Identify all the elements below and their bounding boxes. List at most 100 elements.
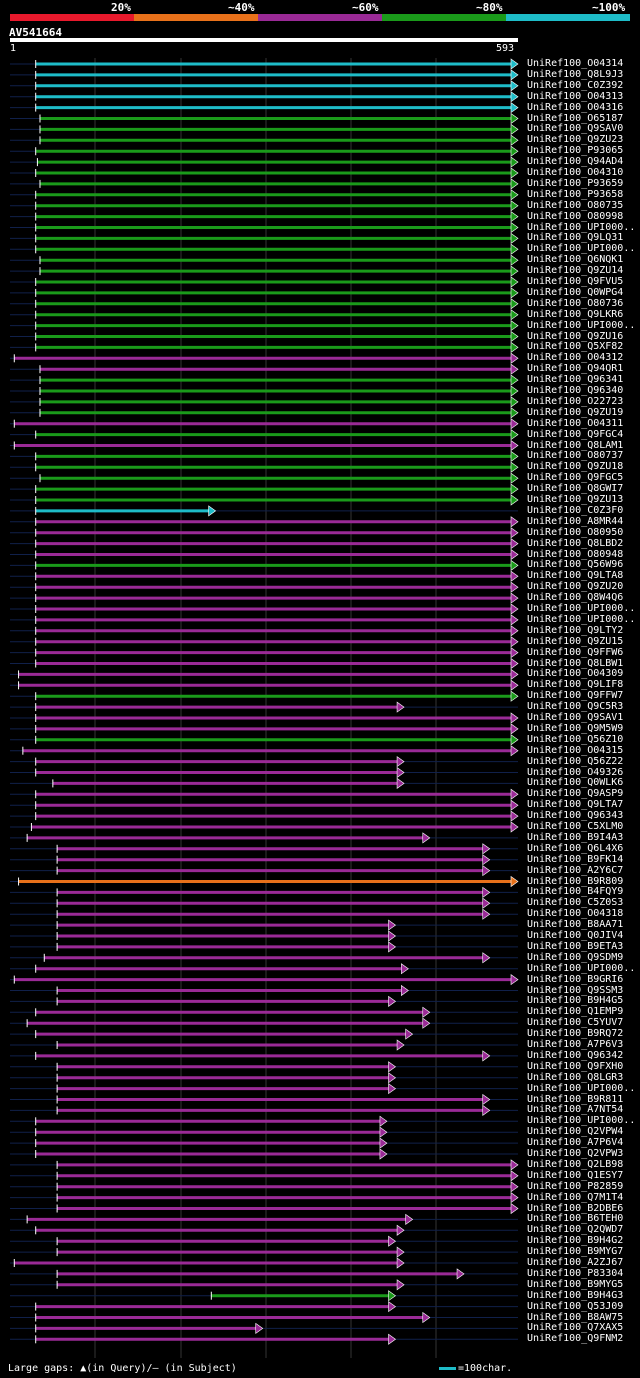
hit-label[interactable]: UniRef100_B9R809 bbox=[527, 875, 624, 887]
hit-label[interactable]: UniRef100_Q9ZU23 bbox=[527, 134, 624, 146]
hit-label[interactable]: UniRef100_Q7XAX5 bbox=[527, 1322, 624, 1334]
hit-label[interactable]: UniRef100_UPI000.. bbox=[527, 1115, 636, 1127]
hit-label[interactable]: UniRef100_Q56Z10 bbox=[527, 733, 624, 745]
hit-label[interactable]: UniRef100_Q9LQ31 bbox=[527, 232, 624, 244]
hit-label[interactable]: UniRef100_Q9M5W9 bbox=[527, 722, 624, 734]
hit-label[interactable]: UniRef100_B9H4G2 bbox=[527, 1235, 624, 1247]
hit-label[interactable]: UniRef100_P93659 bbox=[527, 177, 624, 189]
hit-label[interactable]: UniRef100_Q9SDM9 bbox=[527, 951, 624, 963]
hit-label[interactable]: UniRef100_UPI000.. bbox=[527, 243, 636, 255]
hit-label[interactable]: UniRef100_B9H4G3 bbox=[527, 1289, 624, 1301]
hit-label[interactable]: UniRef100_Q1EMP9 bbox=[527, 1006, 624, 1018]
hit-label[interactable]: UniRef100_Q9FGC5 bbox=[527, 472, 624, 484]
hit-label[interactable]: UniRef100_Q8LBD2 bbox=[527, 537, 624, 549]
hit-label[interactable]: UniRef100_Q2QWD7 bbox=[527, 1224, 624, 1236]
hit-label[interactable]: UniRef100_Q5XF82 bbox=[527, 341, 624, 353]
hit-label[interactable]: UniRef100_O04312 bbox=[527, 352, 624, 364]
hit-label[interactable]: UniRef100_O80737 bbox=[527, 450, 624, 462]
hit-label[interactable]: UniRef100_B9MYG5 bbox=[527, 1278, 624, 1290]
hit-label[interactable]: UniRef100_A2ZJ67 bbox=[527, 1257, 624, 1268]
hit-label[interactable]: UniRef100_Q94AD4 bbox=[527, 156, 624, 168]
hit-label[interactable]: UniRef100_Q9FNM2 bbox=[527, 1333, 624, 1345]
hit-label[interactable]: UniRef100_O04310 bbox=[527, 167, 624, 178]
hit-label[interactable]: UniRef100_Q8GWI7 bbox=[527, 483, 624, 495]
hit-label[interactable]: UniRef100_B4FQY9 bbox=[527, 886, 624, 898]
hit-label[interactable]: UniRef100_Q9LTA8 bbox=[527, 570, 624, 582]
hit-label[interactable]: UniRef100_P93658 bbox=[527, 188, 624, 200]
hit-label[interactable]: UniRef100_O04309 bbox=[527, 668, 624, 680]
hit-label[interactable]: UniRef100_A8MR44 bbox=[527, 515, 624, 527]
hit-label[interactable]: UniRef100_Q94QR1 bbox=[527, 363, 624, 375]
hit-label[interactable]: UniRef100_Q9C5R3 bbox=[527, 701, 624, 713]
hit-label[interactable]: UniRef100_B6TEH0 bbox=[527, 1213, 624, 1225]
hit-label[interactable]: UniRef100_Q0WLK6 bbox=[527, 777, 624, 789]
hit-label[interactable]: UniRef100_Q9ZU16 bbox=[527, 330, 624, 342]
hit-label[interactable]: UniRef100_B2DBE6 bbox=[527, 1202, 624, 1214]
hit-label[interactable]: UniRef100_A7P6V4 bbox=[527, 1137, 624, 1149]
hit-label[interactable]: UniRef100_Q9FGC4 bbox=[527, 428, 624, 440]
hit-label[interactable]: UniRef100_Q9SSM3 bbox=[527, 984, 624, 996]
hit-label[interactable]: UniRef100_Q53J09 bbox=[527, 1300, 624, 1312]
hit-label[interactable]: UniRef100_UPI000.. bbox=[527, 319, 636, 331]
hit-label[interactable]: UniRef100_O04318 bbox=[527, 908, 624, 920]
hit-label[interactable]: UniRef100_B9H4G5 bbox=[527, 995, 624, 1007]
hit-label[interactable]: UniRef100_P83304 bbox=[527, 1267, 624, 1279]
hit-label[interactable]: UniRef100_B9FK14 bbox=[527, 853, 624, 865]
hit-label[interactable]: UniRef100_O80948 bbox=[527, 548, 624, 560]
hit-label[interactable]: UniRef100_O04316 bbox=[527, 101, 624, 113]
hit-label[interactable]: UniRef100_C0Z392 bbox=[527, 79, 624, 91]
hit-label[interactable]: UniRef100_Q56W96 bbox=[527, 559, 624, 571]
hit-label[interactable]: UniRef100_Q0JIV4 bbox=[527, 930, 624, 941]
hit-label[interactable]: UniRef100_UPI000.. bbox=[527, 603, 636, 614]
hit-label[interactable]: UniRef100_B9MYG7 bbox=[527, 1246, 624, 1258]
hit-label[interactable]: UniRef100_P93065 bbox=[527, 145, 624, 157]
hit-label[interactable]: UniRef100_UPI000.. bbox=[527, 613, 636, 625]
hit-label[interactable]: UniRef100_B8AW75 bbox=[527, 1311, 624, 1323]
hit-label[interactable]: UniRef100_O80998 bbox=[527, 210, 624, 222]
hit-label[interactable]: UniRef100_O04314 bbox=[527, 58, 624, 69]
hit-label[interactable]: UniRef100_O80736 bbox=[527, 297, 624, 309]
hit-label[interactable]: UniRef100_Q9FXH0 bbox=[527, 1060, 624, 1072]
hit-label[interactable]: UniRef100_Q96342 bbox=[527, 1049, 624, 1061]
hit-label[interactable]: UniRef100_Q9SAV0 bbox=[527, 123, 624, 135]
hit-label[interactable]: UniRef100_Q6L4X6 bbox=[527, 842, 624, 854]
hit-label[interactable]: UniRef100_B9R811 bbox=[527, 1093, 624, 1105]
hit-label[interactable]: UniRef100_Q8LBW1 bbox=[527, 657, 624, 669]
hit-label[interactable]: UniRef100_Q8L9J3 bbox=[527, 68, 624, 80]
hit-label[interactable]: UniRef100_C0Z3F0 bbox=[527, 504, 624, 516]
hit-label[interactable]: UniRef100_Q9ZU14 bbox=[527, 265, 624, 277]
hit-label[interactable]: UniRef100_UPI000.. bbox=[527, 1082, 636, 1094]
hit-label[interactable]: UniRef100_O22723 bbox=[527, 395, 624, 407]
hit-label[interactable]: UniRef100_Q9ZU20 bbox=[527, 581, 624, 593]
hit-label[interactable]: UniRef100_B9RQ72 bbox=[527, 1028, 624, 1040]
hit-label[interactable]: UniRef100_B8AA71 bbox=[527, 919, 624, 931]
hit-label[interactable]: UniRef100_C5YUV7 bbox=[527, 1017, 624, 1029]
hit-label[interactable]: UniRef100_Q1ESY7 bbox=[527, 1169, 624, 1181]
hit-label[interactable]: UniRef100_Q9FVU5 bbox=[527, 276, 624, 287]
hit-label[interactable]: UniRef100_Q2VPW3 bbox=[527, 1148, 624, 1159]
hit-label[interactable]: UniRef100_C5Z0S3 bbox=[527, 897, 624, 909]
hit-label[interactable]: UniRef100_Q9ZU15 bbox=[527, 635, 624, 647]
hit-label[interactable]: UniRef100_Q96343 bbox=[527, 810, 624, 822]
hit-label[interactable]: UniRef100_Q8LGR3 bbox=[527, 1071, 624, 1083]
hit-label[interactable]: UniRef100_O49326 bbox=[527, 766, 624, 778]
hit-label[interactable]: UniRef100_Q9SAV1 bbox=[527, 712, 624, 723]
hit-label[interactable]: UniRef100_Q9ASP9 bbox=[527, 788, 624, 800]
hit-label[interactable]: UniRef100_Q9ZU19 bbox=[527, 406, 624, 418]
hit-label[interactable]: UniRef100_B9I4A3 bbox=[527, 831, 624, 843]
hit-label[interactable]: UniRef100_Q96341 bbox=[527, 374, 624, 386]
hit-label[interactable]: UniRef100_Q9ZU18 bbox=[527, 461, 624, 473]
hit-label[interactable]: UniRef100_O80950 bbox=[527, 526, 624, 538]
hit-label[interactable]: UniRef100_Q9FFW6 bbox=[527, 646, 624, 658]
hit-label[interactable]: UniRef100_UPI000.. bbox=[527, 962, 636, 974]
hit-label[interactable]: UniRef100_O04315 bbox=[527, 744, 624, 756]
hit-label[interactable]: UniRef100_Q96340 bbox=[527, 385, 624, 396]
hit-label[interactable]: UniRef100_B9ETA3 bbox=[527, 940, 624, 952]
hit-label[interactable]: UniRef100_B9GRI6 bbox=[527, 973, 624, 985]
hit-label[interactable]: UniRef100_Q6NQK1 bbox=[527, 254, 624, 266]
hit-label[interactable]: UniRef100_Q9LTA7 bbox=[527, 799, 624, 811]
hit-label[interactable]: UniRef100_Q7M1T4 bbox=[527, 1191, 624, 1203]
hit-label[interactable]: UniRef100_Q9LIF8 bbox=[527, 679, 624, 691]
hit-label[interactable]: UniRef100_Q0WPG4 bbox=[527, 286, 624, 298]
hit-label[interactable]: UniRef100_O65187 bbox=[527, 112, 624, 124]
